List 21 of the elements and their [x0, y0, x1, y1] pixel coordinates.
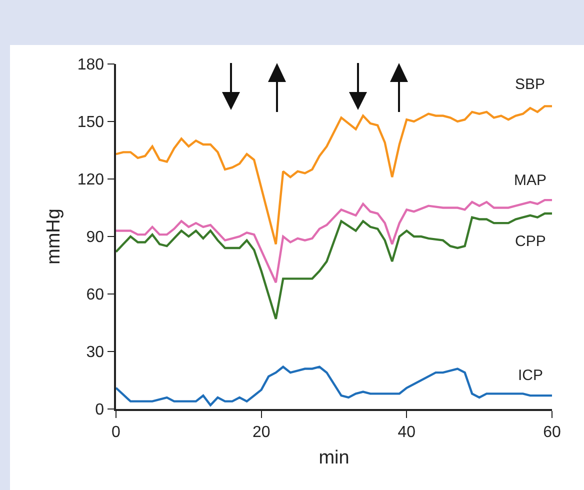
x-axis-title: min	[318, 447, 350, 468]
y-tick-label: 0	[95, 402, 104, 419]
line-series	[116, 212, 552, 320]
x-tick-label: 40	[398, 424, 416, 441]
y-tick-label: 90	[86, 229, 104, 246]
series-label: CPP	[515, 233, 546, 250]
line-series	[116, 198, 552, 284]
line-series	[116, 105, 552, 246]
y-tick-label: 150	[77, 114, 104, 132]
series-label: SBP	[515, 76, 546, 93]
y-tick-label: 180	[77, 56, 104, 74]
y-tick-label: 60	[86, 286, 104, 304]
line-series	[116, 366, 552, 406]
x-tick-label: 0	[112, 424, 121, 441]
y-axis-title: mmHg	[44, 208, 65, 264]
y-tick-label: 120	[77, 172, 104, 189]
x-tick-label: 60	[543, 424, 561, 441]
series-label: MAP	[514, 172, 547, 189]
series-label: ICP	[518, 367, 544, 384]
y-tick-label: 30	[86, 344, 104, 362]
x-tick-label: 20	[252, 424, 270, 441]
